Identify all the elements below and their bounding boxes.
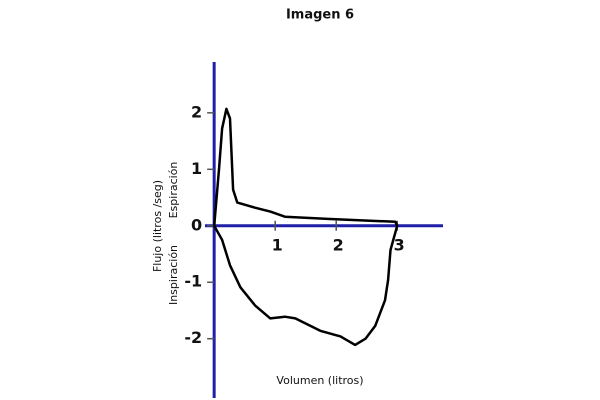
y-tick-label: 1 [191, 159, 202, 178]
x-tick-label: 2 [333, 235, 344, 254]
annotation: Espiración [167, 162, 180, 219]
y-tick-label: -2 [184, 328, 202, 347]
y-tick-label: -1 [184, 272, 202, 291]
x-tick-label: 3 [394, 235, 405, 254]
x-tick-label: 1 [272, 235, 283, 254]
y-tick-label: 2 [191, 102, 202, 121]
flow-volume-curve [212, 107, 399, 347]
chart-title: Imagen 6 [286, 8, 354, 23]
y-axis-label: Flujo (litros /seg) [151, 180, 164, 272]
annotation: Inspiración [167, 245, 180, 305]
x-axis-label: Volumen (litros) [276, 374, 363, 387]
y-tick-label: 0 [191, 215, 202, 234]
